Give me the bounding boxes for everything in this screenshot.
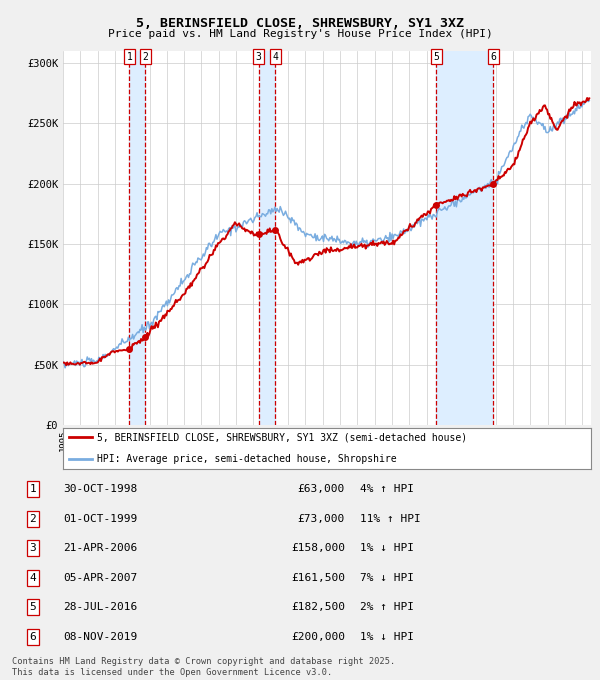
Text: 5: 5 (29, 602, 37, 612)
Text: Price paid vs. HM Land Registry's House Price Index (HPI): Price paid vs. HM Land Registry's House … (107, 29, 493, 39)
Bar (259, 51, 275, 425)
Text: 5, BERINSFIELD CLOSE, SHREWSBURY, SY1 3XZ: 5, BERINSFIELD CLOSE, SHREWSBURY, SY1 3X… (136, 17, 464, 30)
Text: £158,000: £158,000 (291, 543, 345, 554)
Text: 1% ↓ HPI: 1% ↓ HPI (360, 543, 414, 554)
Text: £182,500: £182,500 (291, 602, 345, 612)
Text: 2: 2 (29, 514, 37, 524)
Text: £200,000: £200,000 (291, 632, 345, 642)
Text: 6: 6 (29, 632, 37, 642)
Text: 1% ↓ HPI: 1% ↓ HPI (360, 632, 414, 642)
Text: 5, BERINSFIELD CLOSE, SHREWSBURY, SY1 3XZ (semi-detached house): 5, BERINSFIELD CLOSE, SHREWSBURY, SY1 3X… (97, 432, 467, 443)
Bar (130, 51, 145, 425)
Text: 05-APR-2007: 05-APR-2007 (63, 573, 137, 583)
Text: 01-OCT-1999: 01-OCT-1999 (63, 514, 137, 524)
Text: 1: 1 (127, 52, 132, 62)
Text: 7% ↓ HPI: 7% ↓ HPI (360, 573, 414, 583)
Text: 3: 3 (29, 543, 37, 554)
Text: 4: 4 (272, 52, 278, 62)
Text: 28-JUL-2016: 28-JUL-2016 (63, 602, 137, 612)
Text: £73,000: £73,000 (298, 514, 345, 524)
Text: 3: 3 (256, 52, 262, 62)
Text: 5: 5 (433, 52, 439, 62)
Text: 4: 4 (29, 573, 37, 583)
Text: 08-NOV-2019: 08-NOV-2019 (63, 632, 137, 642)
Text: 6: 6 (490, 52, 496, 62)
Text: HPI: Average price, semi-detached house, Shropshire: HPI: Average price, semi-detached house,… (97, 454, 397, 464)
Text: 30-OCT-1998: 30-OCT-1998 (63, 484, 137, 494)
Text: 1: 1 (29, 484, 37, 494)
Text: 2% ↑ HPI: 2% ↑ HPI (360, 602, 414, 612)
Text: 11% ↑ HPI: 11% ↑ HPI (360, 514, 421, 524)
Text: 2: 2 (142, 52, 148, 62)
Bar (436, 51, 493, 425)
Text: Contains HM Land Registry data © Crown copyright and database right 2025.
This d: Contains HM Land Registry data © Crown c… (12, 657, 395, 677)
Text: £161,500: £161,500 (291, 573, 345, 583)
Text: 21-APR-2006: 21-APR-2006 (63, 543, 137, 554)
Text: 4% ↑ HPI: 4% ↑ HPI (360, 484, 414, 494)
Text: £63,000: £63,000 (298, 484, 345, 494)
